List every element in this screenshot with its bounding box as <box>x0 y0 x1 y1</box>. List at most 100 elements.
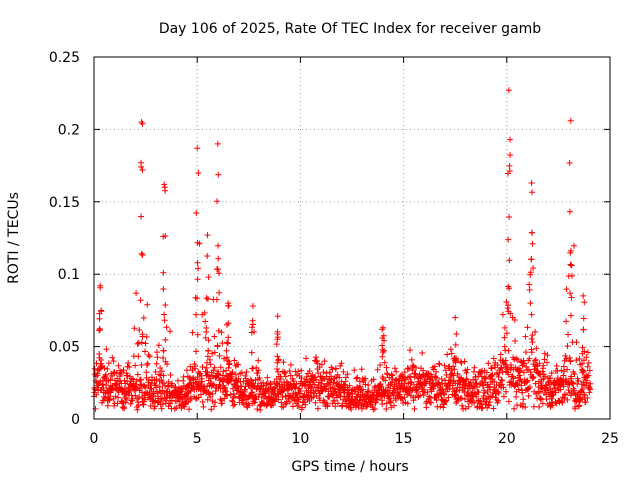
data-point <box>584 363 591 370</box>
data-point <box>522 333 529 340</box>
data-point <box>568 262 575 269</box>
data-point <box>223 347 230 354</box>
data-point <box>568 373 575 380</box>
data-point <box>154 354 161 361</box>
data-point <box>248 349 255 356</box>
data-point <box>121 405 128 412</box>
data-point <box>442 367 449 374</box>
data-point <box>436 361 443 368</box>
data-point <box>240 378 247 385</box>
data-point <box>408 356 415 363</box>
data-point <box>505 398 512 405</box>
data-point <box>310 394 317 401</box>
data-points <box>91 87 594 414</box>
data-point <box>523 363 530 370</box>
data-point <box>524 377 531 384</box>
data-point <box>450 363 457 370</box>
data-point <box>212 399 219 406</box>
data-point <box>458 395 465 402</box>
data-point <box>138 250 145 257</box>
data-point <box>358 405 365 412</box>
data-point <box>337 362 344 369</box>
data-point <box>139 167 146 174</box>
data-point <box>529 339 536 346</box>
data-point <box>214 266 221 273</box>
data-point <box>401 394 408 401</box>
data-point <box>224 340 231 347</box>
data-point <box>126 364 133 371</box>
data-point <box>354 374 361 381</box>
data-point <box>348 387 355 394</box>
data-point <box>215 242 222 249</box>
data-point <box>329 391 336 398</box>
data-point <box>565 387 572 394</box>
data-point <box>405 365 412 372</box>
data-point <box>231 393 238 400</box>
data-point <box>102 371 109 378</box>
data-point <box>365 382 372 389</box>
data-point <box>188 395 195 402</box>
data-point <box>286 398 293 405</box>
data-point <box>288 385 295 392</box>
data-point <box>160 269 167 276</box>
data-point <box>104 402 111 409</box>
data-point <box>530 264 537 271</box>
data-point <box>211 333 218 340</box>
data-point <box>506 257 513 264</box>
data-point <box>326 369 333 376</box>
data-point <box>567 290 574 297</box>
data-point <box>419 349 426 356</box>
data-point <box>160 347 167 354</box>
y-tick-label: 0.25 <box>49 50 80 66</box>
data-point <box>132 392 139 399</box>
data-point <box>217 364 224 371</box>
data-point <box>517 367 524 374</box>
data-point <box>208 406 215 413</box>
data-point <box>215 255 222 262</box>
data-point <box>163 397 170 404</box>
data-point <box>133 290 140 297</box>
data-point <box>573 339 580 346</box>
data-point <box>323 370 330 377</box>
data-point <box>229 369 236 376</box>
peak-point <box>225 300 232 307</box>
peak-point <box>452 314 459 321</box>
data-point <box>274 359 281 366</box>
data-point <box>274 366 281 373</box>
data-point <box>197 391 204 398</box>
data-point <box>199 398 206 405</box>
peak-point <box>161 181 168 188</box>
data-point <box>573 357 580 364</box>
data-point <box>570 379 577 386</box>
data-point <box>515 386 522 393</box>
data-point <box>138 376 145 383</box>
data-point <box>433 374 440 381</box>
data-point <box>145 351 152 358</box>
data-point <box>142 340 149 347</box>
data-point <box>331 385 338 392</box>
data-point <box>519 389 526 396</box>
data-point <box>274 336 281 343</box>
data-point <box>134 340 141 347</box>
data-point <box>160 372 167 379</box>
data-point <box>101 365 108 372</box>
data-point <box>164 361 171 368</box>
data-point <box>346 382 353 389</box>
data-point <box>521 360 528 367</box>
data-point <box>489 393 496 400</box>
peak-point <box>204 232 211 239</box>
data-point <box>359 386 366 393</box>
data-point <box>155 342 162 349</box>
data-point <box>445 394 452 401</box>
data-point <box>205 347 212 354</box>
data-point <box>217 385 224 392</box>
data-point <box>513 355 520 362</box>
data-point <box>224 357 231 364</box>
data-point <box>580 391 587 398</box>
peak-point <box>528 179 535 186</box>
data-point <box>293 372 300 379</box>
data-point <box>264 374 271 381</box>
data-point <box>209 350 216 357</box>
x-axis-label: GPS time / hours <box>291 459 408 475</box>
data-point <box>464 366 471 373</box>
